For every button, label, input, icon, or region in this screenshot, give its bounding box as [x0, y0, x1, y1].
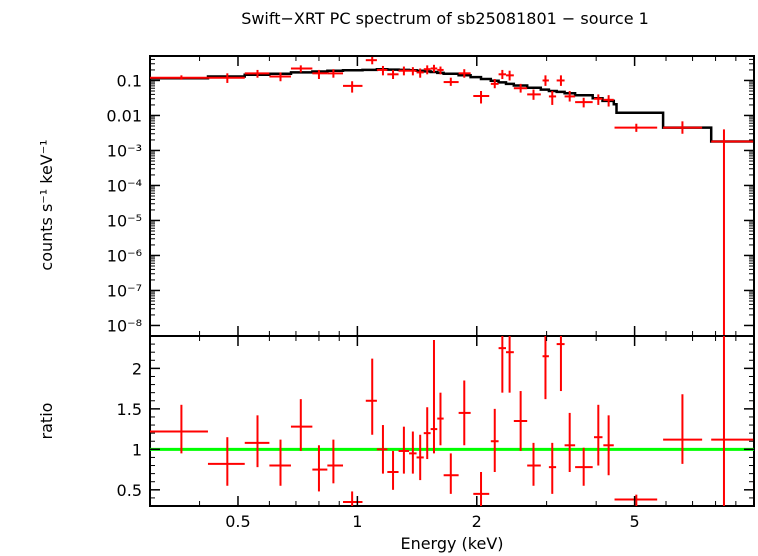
spectrum-point [548, 91, 557, 105]
ratio-point [473, 472, 490, 506]
spectrum-y-tick-label: 0.1 [117, 71, 142, 90]
ratio-point [556, 336, 565, 392]
energy-x-axis: 0.5 1 2 5 [149, 56, 737, 531]
spectrum-point [244, 69, 270, 78]
spectrum-point [423, 65, 431, 75]
spectrum-point [614, 123, 658, 132]
ratio-point [416, 434, 424, 481]
spectrum-point [490, 79, 499, 89]
spectrum-point [564, 91, 576, 102]
spectrum-y-tick-label: 10⁻⁶ [107, 246, 142, 265]
ratio-point [376, 425, 388, 474]
ratio-point [564, 412, 576, 472]
spectrum-point [290, 65, 313, 73]
spectrum-y-tick-label: 10⁻³ [107, 141, 142, 160]
spectrum-point [458, 69, 471, 78]
spectrum-point [542, 75, 549, 86]
ratio-point [603, 415, 614, 476]
spectrum-panel: 0.1 0.01 10⁻³ 10⁻⁴ 10⁻⁵ 10⁻⁶ 10⁻⁷ 10⁻⁸ [106, 55, 755, 337]
ratio-point [207, 437, 245, 486]
ratio-point [575, 447, 593, 486]
spectrum-point [603, 95, 614, 107]
ratio-point [490, 408, 499, 472]
spectrum-point [207, 73, 245, 83]
ratio-point [430, 340, 438, 454]
ratio-y-axis-label: ratio [37, 403, 56, 440]
chart-title: Swift−XRT PC spectrum of sb25081801 − so… [241, 9, 649, 28]
spectrum-y-tick-label: 10⁻⁵ [107, 211, 142, 230]
spectrum-point [556, 75, 565, 86]
ratio-point [663, 394, 703, 464]
spectrum-point [416, 68, 424, 78]
ratio-point [398, 426, 410, 474]
ratio-point [290, 399, 313, 451]
spectrum-point [437, 66, 444, 75]
spectrum-panel-frame [149, 55, 755, 337]
ratio-panel: 0.5 1 1.5 2 [117, 335, 755, 507]
spectrum-point [327, 69, 344, 78]
spectrum-y-tick-label: 10⁻⁸ [107, 316, 142, 335]
spectrum-y-tick-label: 10⁻⁴ [107, 176, 142, 195]
ratio-point [343, 491, 363, 506]
ratio-point [327, 439, 344, 484]
ratio-panel-frame [149, 335, 755, 507]
spectrum-point [269, 72, 291, 82]
x-tick-label: 2 [472, 512, 482, 531]
spectrum-point [663, 121, 703, 134]
spectrum-point [150, 75, 208, 80]
spectrum-point [473, 91, 490, 104]
spectrum-point [575, 97, 593, 108]
ratio-y-tick-label: 0.5 [117, 481, 142, 500]
model-line [150, 67, 754, 143]
spectrum-point [343, 81, 363, 93]
ratio-point [150, 404, 208, 454]
ratio-point [614, 494, 658, 506]
ratio-point [437, 392, 444, 446]
spectrum-point [513, 83, 528, 93]
x-axis-label: Energy (keV) [400, 534, 503, 553]
spectrum-point [409, 67, 417, 76]
ratio-point [443, 453, 459, 494]
ratio-y-axis: 0.5 1 1.5 2 [117, 343, 754, 500]
ratio-point [423, 407, 431, 460]
ratio-point [409, 431, 417, 474]
spectrum-y-tick-label: 0.01 [106, 106, 142, 125]
ratio-point [244, 415, 270, 468]
ratio-point [527, 442, 541, 486]
x-tick-label: 0.5 [225, 512, 250, 531]
x-tick-label: 1 [352, 512, 362, 531]
spectrum-point [443, 77, 459, 86]
spectrum-y-tick-label: 10⁻⁷ [107, 281, 142, 300]
ratio-point [506, 336, 514, 393]
ratio-y-tick-label: 1 [132, 440, 142, 459]
ratio-point [542, 336, 549, 400]
ratio-y-tick-label: 2 [132, 359, 142, 378]
spectrum-point [312, 69, 328, 80]
ratio-y-tick-label: 1.5 [117, 400, 142, 419]
ratio-point [711, 336, 754, 506]
spectrum-point [387, 69, 399, 80]
ratio-point [458, 380, 471, 446]
spectrum-point [594, 94, 603, 105]
spectrum-point [711, 129, 754, 336]
spectrum-y-axis: 0.1 0.01 10⁻³ 10⁻⁴ 10⁻⁵ 10⁻⁶ 10⁻⁷ 10⁻⁸ [106, 58, 754, 335]
ratio-point [365, 358, 377, 435]
x-tick-label: 5 [630, 512, 640, 531]
spectrum-point [398, 66, 410, 76]
ratio-point [513, 391, 528, 451]
ratio-point [498, 336, 507, 393]
spectrum-point [498, 69, 507, 80]
spectrum-y-axis-label: counts s⁻¹ keV⁻¹ [37, 139, 56, 270]
spectrum-point [365, 56, 377, 65]
spectrum-point [527, 89, 541, 100]
spectrum-point [430, 64, 438, 73]
spectrum-point [506, 70, 514, 81]
ratio-point [594, 404, 603, 466]
ratio-point [548, 442, 557, 494]
ratio-point [312, 445, 328, 492]
ratio-point [387, 450, 399, 490]
ratio-point [269, 439, 291, 486]
spectrum-point [376, 65, 388, 76]
